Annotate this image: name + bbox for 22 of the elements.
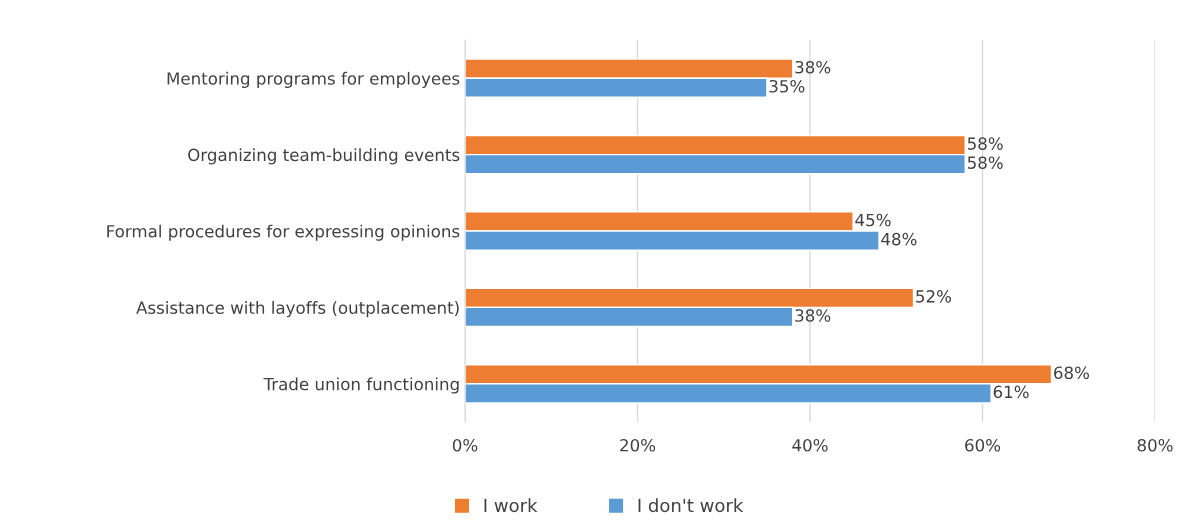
x-tick-label: 20% — [620, 438, 656, 452]
y-tick-label: Mentoring programs for employees — [167, 71, 460, 88]
legend-label: I don't work — [638, 498, 744, 513]
data-label: 38% — [795, 309, 831, 322]
x-tick-label: 60% — [965, 438, 1001, 452]
y-tick-label: Trade union functioning — [263, 377, 459, 394]
legend-label: I work — [484, 498, 538, 513]
y-tick-label: Assistance with layoffs (outplacement) — [136, 301, 459, 318]
data-label: 58% — [967, 137, 1003, 150]
data-label: 35% — [769, 79, 805, 93]
data-label: 52% — [916, 290, 952, 303]
data-label: 48% — [881, 232, 917, 246]
x-tick-label: 80% — [1137, 438, 1173, 452]
data-label: 45% — [855, 213, 891, 227]
x-tick-label: 40% — [792, 438, 828, 452]
data-label: 68% — [1054, 366, 1090, 380]
x-tick-label: 0% — [452, 438, 478, 452]
data-label: 58% — [967, 156, 1003, 169]
data-label: 61% — [993, 385, 1029, 399]
y-tick-label: Formal procedures for expressing opinions — [107, 224, 460, 241]
data-label: 38% — [795, 60, 831, 74]
y-tick-label: Organizing team-building events — [188, 148, 460, 165]
